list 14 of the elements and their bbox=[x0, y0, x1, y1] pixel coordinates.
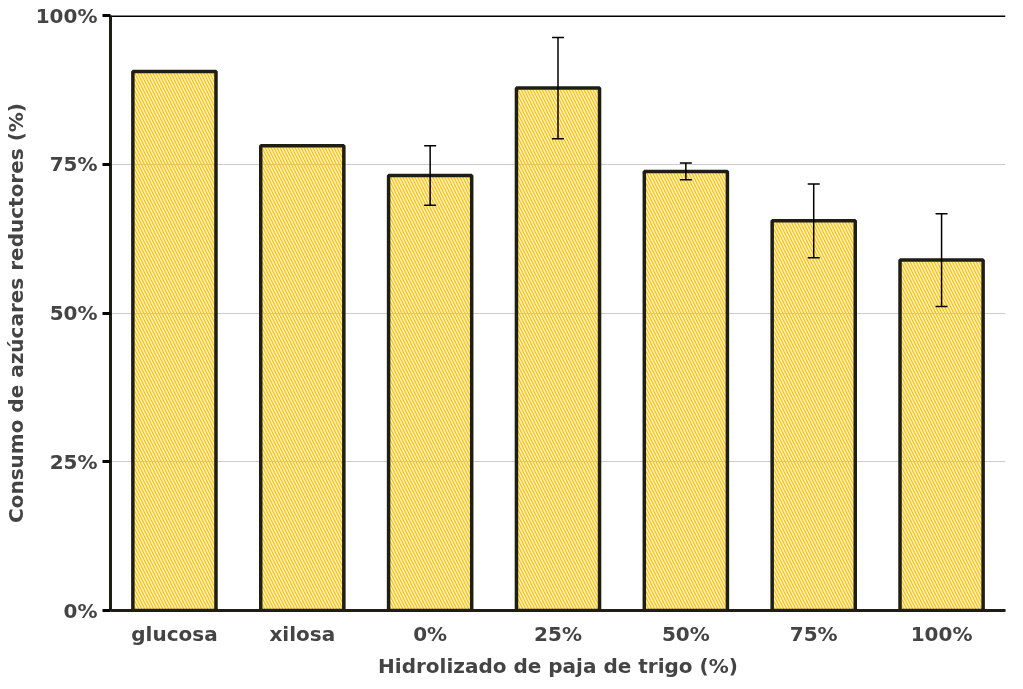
x-tick-label: 25% bbox=[534, 621, 582, 646]
x-tick-label: 50% bbox=[661, 621, 710, 646]
x-tick-label: 0% bbox=[413, 621, 448, 646]
x-tick-label: xilosa bbox=[269, 621, 336, 646]
x-tick-label: 75% bbox=[789, 621, 838, 646]
y-tick-label: 100% bbox=[35, 3, 98, 28]
y-tick-label: 75% bbox=[49, 152, 98, 177]
y-axis-title: Consumo de azúcares reductores (%) bbox=[3, 103, 28, 523]
x-axis-title: Hidrolizado de paja de trigo (%) bbox=[378, 653, 738, 678]
y-tick-label: 25% bbox=[49, 449, 98, 474]
x-tick-label: 100% bbox=[910, 621, 973, 646]
y-tick-label: 0% bbox=[63, 598, 98, 623]
y-tick-label: 50% bbox=[49, 301, 98, 325]
x-tick-label: glucosa bbox=[131, 621, 218, 646]
